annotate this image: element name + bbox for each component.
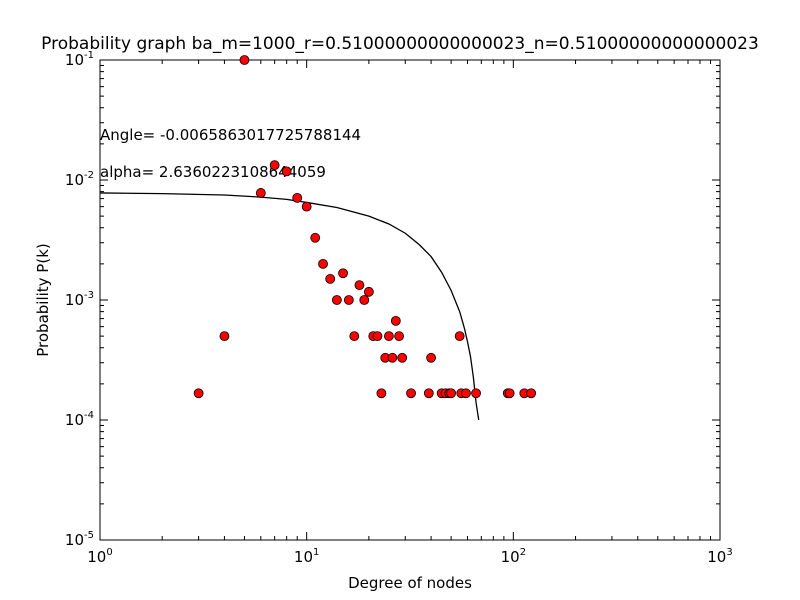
- x-axis-label: Degree of nodes: [348, 574, 472, 592]
- y-tick-label-4: 10-1: [65, 50, 94, 69]
- x-axis: 100 101 102 103: [87, 60, 733, 566]
- data-point: [338, 268, 348, 279]
- data-point: [193, 388, 204, 399]
- data-point: [269, 160, 280, 171]
- data-point: [363, 286, 374, 297]
- data-point: [504, 388, 515, 399]
- y-tick-label-1: 10-4: [65, 410, 94, 429]
- data-point: [325, 273, 336, 284]
- data-point: [301, 201, 312, 212]
- y-tick-label-0: 10-5: [65, 530, 94, 549]
- y-axis-label: Probability P(k): [34, 243, 52, 357]
- data-point: [394, 331, 404, 342]
- x-tick-label-1: 101: [294, 547, 319, 566]
- data-point: [423, 388, 434, 399]
- points-layer: [193, 55, 537, 399]
- plot-area: [99, 59, 721, 541]
- data-point: [354, 280, 365, 291]
- data-point: [376, 388, 387, 399]
- data-point: [331, 295, 342, 305]
- data-point: [219, 331, 230, 342]
- data-point: [359, 295, 370, 305]
- data-point: [387, 352, 398, 363]
- data-point: [397, 352, 408, 363]
- data-point: [406, 388, 416, 399]
- data-point: [310, 232, 321, 243]
- data-point: [454, 331, 465, 342]
- data-point: [239, 55, 250, 65]
- annotation-0: Angle= -0.0065863017725788144: [100, 126, 361, 144]
- data-point: [292, 192, 303, 203]
- data-point: [446, 388, 457, 399]
- fit-line: [99, 192, 480, 421]
- y-tick-label-3: 10-2: [65, 170, 94, 189]
- data-point: [526, 388, 537, 399]
- data-point: [343, 295, 354, 305]
- data-point: [372, 331, 383, 342]
- x-tick-label-2: 102: [501, 547, 526, 566]
- data-point: [461, 388, 471, 399]
- data-point: [384, 331, 394, 342]
- annotations: Angle= -0.0065863017725788144 alpha= 2.63…: [100, 126, 361, 181]
- data-point: [318, 258, 328, 269]
- y-axis: 10-5 10-4 10-3 10-2 10-1: [65, 50, 720, 549]
- x-tick-label-3: 103: [707, 547, 732, 566]
- x-tick-label-0: 100: [87, 547, 112, 566]
- data-point: [471, 388, 481, 399]
- data-point: [390, 315, 401, 326]
- data-point: [281, 166, 292, 177]
- y-tick-label-2: 10-3: [65, 290, 94, 309]
- data-point: [426, 352, 436, 363]
- annotation-1: alpha= 2.6360223108644059: [100, 163, 326, 181]
- fit-line-layer: [99, 192, 480, 421]
- chart-title: Probability graph ba_m=1000_r=0.51000000…: [41, 34, 759, 54]
- data-point: [255, 188, 266, 198]
- data-point: [349, 331, 360, 342]
